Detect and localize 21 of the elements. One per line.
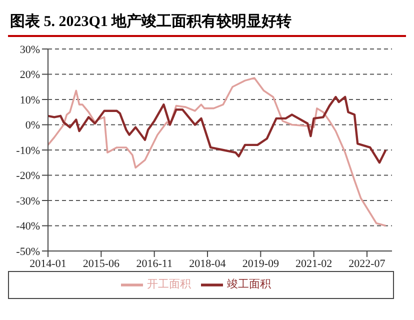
x-tick-label: 2019-09: [242, 258, 280, 270]
y-tick-label: 20%: [20, 69, 40, 82]
x-tick-label: 2018-04: [189, 258, 226, 270]
y-tick-label: -10%: [16, 144, 40, 157]
y-tick-label: -30%: [16, 195, 40, 208]
x-tick-label: 2021-02: [295, 258, 332, 270]
x-tick-label: 2022-07: [348, 258, 386, 270]
y-tick-label: 30%: [20, 44, 40, 56]
x-tick-label: 2016-11: [136, 258, 172, 270]
y-tick-label: -20%: [16, 170, 40, 182]
chart-title: 图表 5. 2023Q1 地产竣工面积有较明显好转: [9, 12, 293, 32]
x-tick-label: 2014-01: [30, 258, 66, 270]
x-tick-label: 2015-06: [82, 258, 120, 270]
line-series: [48, 96, 387, 164]
y-tick-label: 0%: [25, 120, 40, 132]
y-tick-label: -50%: [16, 246, 40, 258]
line-series: [48, 77, 387, 227]
legend-label: 竣工面积: [227, 278, 271, 291]
y-tick-label: 10%: [20, 94, 40, 106]
y-tick-label: -40%: [16, 220, 40, 233]
legend-label: 开工面积: [147, 278, 191, 291]
